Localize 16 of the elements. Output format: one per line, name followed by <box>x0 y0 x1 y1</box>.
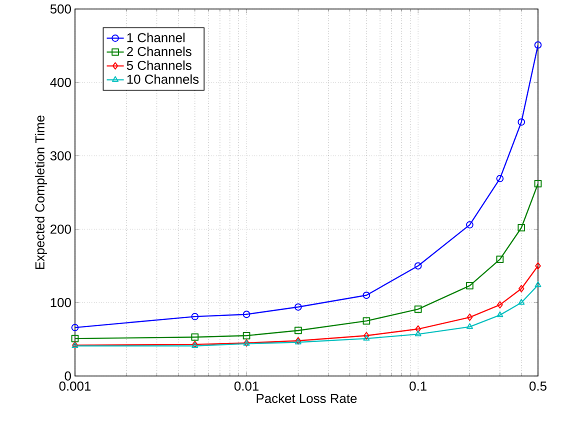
legend-label: 2 Channels <box>127 46 192 56</box>
x-tick-label: 0.01 <box>234 382 259 391</box>
y-tick-label: 200 <box>50 224 71 234</box>
x-tick-label: 0.1 <box>410 382 426 391</box>
y-tick-label: 0 <box>64 371 71 381</box>
y-tick-label: 400 <box>50 78 71 87</box>
x-tick-label: 0.5 <box>529 382 546 391</box>
y-tick-label: 100 <box>50 298 71 308</box>
legend-label: 1 Channel <box>127 32 185 42</box>
x-axis-title: Packet Loss Rate <box>256 394 357 404</box>
legend-label: 10 Channels <box>127 74 199 84</box>
x-tick-label: 0.001 <box>59 382 91 391</box>
y-tick-label: 500 <box>50 4 71 14</box>
legend-label: 5 Channels <box>126 60 192 70</box>
y-axis-title: Expected Completion Time <box>34 116 48 269</box>
y-tick-label: 300 <box>50 151 71 160</box>
